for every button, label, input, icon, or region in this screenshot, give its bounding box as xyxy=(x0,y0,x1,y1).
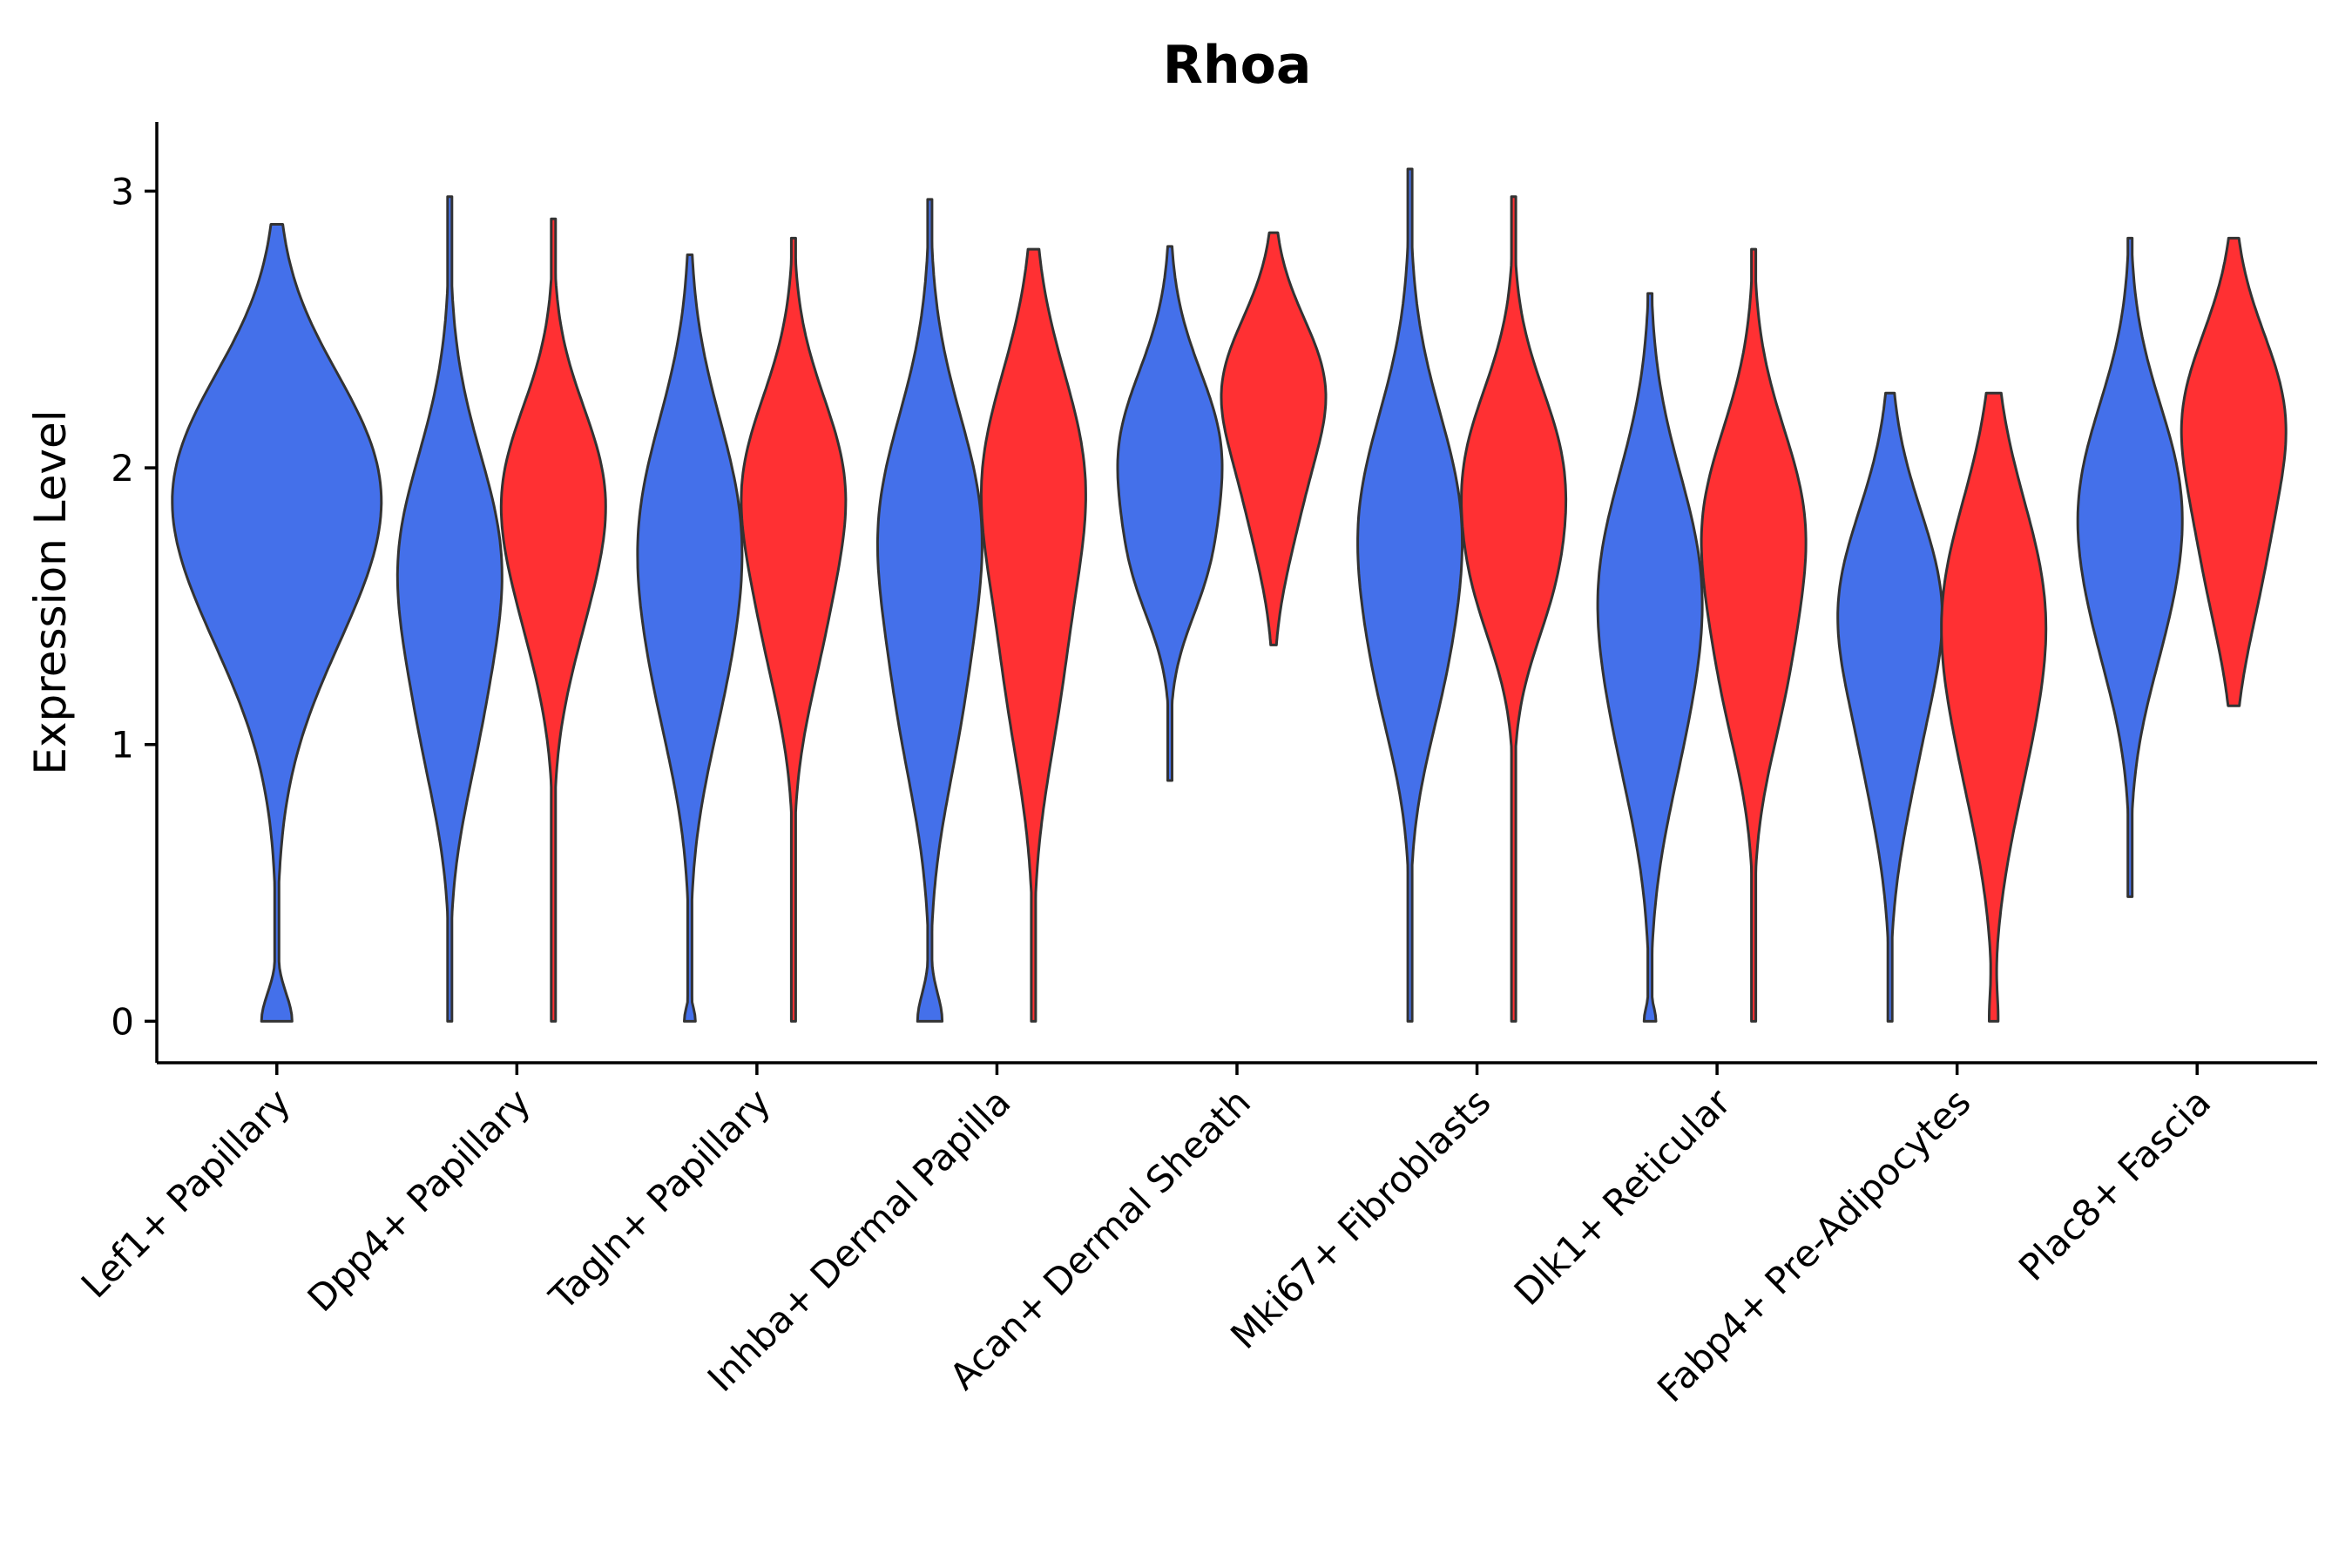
violin-8-left xyxy=(2076,236,2184,898)
violin-1-right xyxy=(499,217,607,1023)
violin-5-right xyxy=(1460,195,1568,1023)
x-tick-label-0: Lef1+ Papillary xyxy=(73,1080,299,1306)
violin-6-right xyxy=(1700,247,1808,1023)
x-tick-label-8: Plac8+ Fascia xyxy=(2011,1080,2219,1288)
violin-0-single xyxy=(171,223,383,1023)
violin-8-right xyxy=(2180,236,2288,707)
y-tick-label-3: 3 xyxy=(111,170,134,213)
violin-4-right xyxy=(1220,231,1328,646)
violin-5-left xyxy=(1356,167,1464,1023)
x-tick-label-1: Dpp4+ Papillary xyxy=(300,1080,539,1320)
x-tick-label-2: Tagln+ Papillary xyxy=(541,1080,779,1318)
violin-1-left xyxy=(395,195,504,1023)
y-tick-label-1: 1 xyxy=(111,724,134,767)
violin-4-left xyxy=(1116,245,1224,782)
violins-group xyxy=(171,167,2288,1023)
y-tick-label-0: 0 xyxy=(111,1000,134,1043)
violin-2-left xyxy=(636,253,744,1023)
y-tick-label-2: 2 xyxy=(111,447,134,490)
x-tick-label-6: Dlk1+ Reticular xyxy=(1506,1080,1740,1314)
violin-3-left xyxy=(875,198,983,1023)
x-tick-label-5: Mki67+ Fibroblasts xyxy=(1222,1080,1498,1356)
violin-2-right xyxy=(740,236,848,1023)
violin-3-right xyxy=(979,247,1087,1023)
y-axis-label: Expression Level xyxy=(25,409,76,774)
violin-7-left xyxy=(1836,391,1944,1023)
violin-6-left xyxy=(1596,292,1704,1023)
violin-7-right xyxy=(1940,391,2048,1023)
chart-title: Rhoa xyxy=(1163,35,1312,96)
